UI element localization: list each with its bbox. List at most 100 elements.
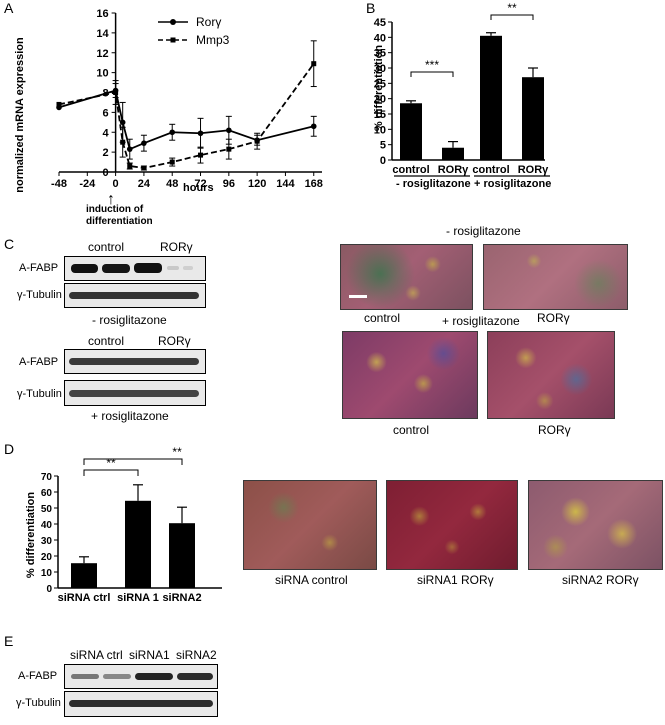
y-axis-label-d: % differentiation <box>25 491 37 579</box>
lane-label-rorg-top: RORγ <box>160 240 193 254</box>
micrograph-control-minus-rosi <box>340 244 473 310</box>
x-tick-label-a: -24 <box>79 178 96 190</box>
bar-d <box>71 563 97 588</box>
data-point-mmp3 <box>120 139 126 145</box>
micrograph-sirna-control <box>243 480 377 570</box>
data-point-mmp3 <box>56 101 62 107</box>
blot-afabp-minus-rosi <box>64 256 206 281</box>
y-tick-label-d: 40 <box>41 520 53 531</box>
x-tick-label-a: 24 <box>138 178 151 190</box>
lane-label-sirna1: siRNA1 <box>129 648 170 662</box>
micrograph-sirna2-rorg <box>528 480 663 570</box>
y-tick-label-b: 15 <box>374 109 386 121</box>
bar-chart-d: 0 10 20 30 40 50 60 70 siRNA ctrl siRNA 1 siRNA2 **… <box>41 445 222 604</box>
sig-bracket-d <box>83 469 139 476</box>
y-tick-label-d: 30 <box>41 536 53 547</box>
caption-sirna2-rorg: siRNA2 RORγ <box>562 573 639 587</box>
y-tick-label-a: 2 <box>102 147 108 159</box>
panel-label-d: D <box>4 441 15 457</box>
micrograph-rorg-minus-rosi <box>483 244 628 310</box>
y-tick-label-a: 12 <box>96 48 108 60</box>
x-tick-label-b: control <box>392 164 429 176</box>
data-point-rorg <box>119 119 126 126</box>
data-point-rorg <box>169 129 176 136</box>
micrograph-rorg-plus-rosi <box>487 331 615 419</box>
y-axis-label-b: % differentiation <box>373 44 385 132</box>
x-tick-label-b: RORγ <box>438 164 469 176</box>
y-tick-label-b: 10 <box>374 124 386 136</box>
blot-tubulin-minus-rosi <box>64 283 206 308</box>
data-point-rorg <box>226 127 232 134</box>
data-point-mmp3 <box>169 159 175 165</box>
blot-afabp-plus-rosi <box>64 349 206 374</box>
blot-afabp-sirna <box>64 664 218 689</box>
y-tick-label-a: 4 <box>102 127 109 139</box>
caption-sirna1-rorg: siRNA1 RORγ <box>417 573 494 587</box>
data-point-mmp3 <box>254 138 260 144</box>
data-point-rorg <box>141 140 147 146</box>
y-axis-label-a: normalized mRNA expression <box>14 37 26 193</box>
panel-label-c: C <box>4 236 15 252</box>
y-tick-label-a: 10 <box>96 68 108 80</box>
scale-bar <box>349 295 367 298</box>
blot-tubulin-sirna <box>64 691 218 717</box>
sig-bracket-b <box>410 71 454 77</box>
y-tick-label-d: 0 <box>46 584 52 595</box>
image-title-plus-rosi: + rosiglitazone <box>442 314 520 328</box>
y-tick-label-d: 60 <box>41 488 53 499</box>
sig-label-d: ** <box>172 445 182 459</box>
panel-label-b: B <box>366 0 376 16</box>
x-axis-label-a: hours <box>183 182 214 194</box>
micrograph-sirna1-rorg <box>386 480 518 570</box>
bar-b <box>442 147 464 160</box>
blot-tubulin-plus-rosi <box>64 380 206 406</box>
data-point-mmp3 <box>198 152 204 158</box>
bar-b <box>522 77 544 160</box>
y-tick-label-d: 50 <box>41 504 53 515</box>
y-tick-label-b: 40 <box>374 32 386 44</box>
caption-sirna-control: siRNA control <box>275 573 348 587</box>
y-tick-label-b: 0 <box>380 155 386 167</box>
row-label-afabp-bottom: A-FABP <box>19 356 59 368</box>
row-label-tubulin-e: γ-Tubulin <box>16 697 61 709</box>
data-point-mmp3 <box>127 163 133 169</box>
legend-item-mmp3: Mmp3 <box>196 33 230 47</box>
data-point-mmp3 <box>226 146 232 152</box>
lane-label-sirna-ctrl: siRNA ctrl <box>70 648 123 662</box>
caption-control-plus-rosi: control <box>393 423 430 437</box>
x-tick-label-a: 48 <box>166 178 178 190</box>
data-point-rorg <box>126 146 133 152</box>
caption-rorg-minus-rosi: RORγ <box>537 311 570 325</box>
image-title-minus-rosi: - rosiglitazone <box>446 224 521 238</box>
y-tick-label-b: 20 <box>374 94 386 106</box>
condition-plus-rosi: + rosiglitazone <box>91 409 169 423</box>
data-point-mmp3 <box>113 90 119 95</box>
x-tick-label-a: 120 <box>248 178 266 190</box>
bar-b <box>400 103 422 160</box>
bar-d <box>169 523 195 588</box>
y-tick-label-b: 5 <box>380 140 386 152</box>
y-tick-label-d: 70 <box>41 472 53 483</box>
x-tick-label-d: siRNA 1 <box>117 592 159 604</box>
sig-bracket-d <box>83 458 183 465</box>
data-point-rorg <box>197 130 204 137</box>
row-label-tubulin-bottom: γ-Tubulin <box>17 388 62 400</box>
series-line-mmp3 <box>58 63 315 169</box>
caption-control-minus-rosi: control <box>364 311 401 325</box>
panel-label-a: A <box>4 0 14 16</box>
x-tick-label-a: 72 <box>194 178 206 190</box>
sig-label-d: ** <box>106 456 116 470</box>
y-tick-label-b: 35 <box>374 48 386 60</box>
x-tick-label-d: siRNA ctrl <box>58 592 111 604</box>
legend-swatches-a <box>158 19 188 43</box>
x-tick-label-b: RORγ <box>518 164 549 176</box>
arrow-up-icon: ↑ <box>107 191 115 208</box>
row-label-tubulin-top: γ-Tubulin <box>17 289 62 301</box>
y-tick-label-a: 0 <box>102 167 108 179</box>
x-tick-label-d: siRNA2 <box>162 592 201 604</box>
sig-label-b: ** <box>507 1 517 15</box>
annotation-induction: induction of differentiation <box>86 204 153 227</box>
